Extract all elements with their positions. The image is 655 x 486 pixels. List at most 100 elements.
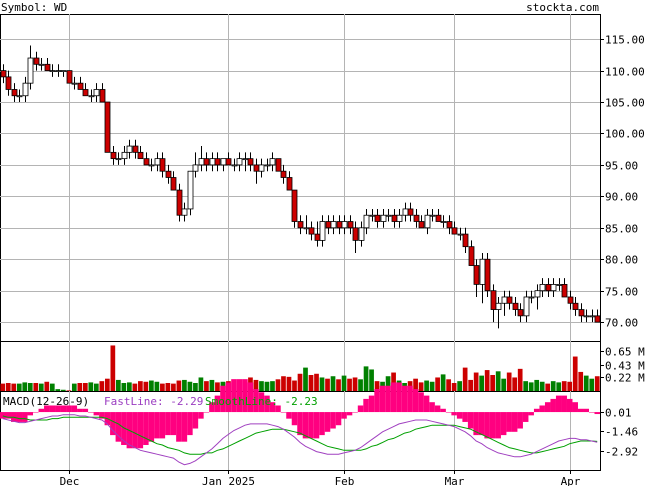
- volume-bar: [160, 383, 165, 391]
- candle-body: [462, 233, 469, 248]
- price-tick-label: 95.00: [605, 160, 638, 173]
- macd-histogram-bar: [484, 412, 490, 439]
- macd-histogram-bar: [462, 412, 468, 422]
- price-tick-label: 85.00: [605, 223, 638, 236]
- candle-body: [567, 296, 574, 304]
- volume-bar: [385, 376, 391, 391]
- volume-bar: [44, 381, 50, 391]
- macd-histogram-bar: [302, 412, 309, 439]
- volume-bar: [27, 383, 33, 391]
- macd-histogram-bar: [22, 412, 28, 422]
- volume-bar: [198, 377, 204, 391]
- macd-histogram-bar: [121, 412, 127, 445]
- macd-histogram-bar: [528, 412, 534, 416]
- candle-body: [385, 214, 392, 217]
- candle-body: [429, 214, 436, 217]
- candle-body: [236, 158, 243, 166]
- macd-histogram-bar: [401, 385, 408, 413]
- macd-fast-label: FastLine: -2.29: [104, 395, 203, 408]
- macd-histogram-bar: [390, 382, 397, 413]
- volume-bar: [413, 378, 418, 391]
- candle-body: [110, 151, 117, 160]
- candle-body: [330, 221, 337, 229]
- macd-histogram-bar: [434, 405, 441, 413]
- volume-bar: [517, 368, 523, 391]
- x-tick-label: Apr: [561, 475, 581, 486]
- macd-histogram-bar: [264, 395, 270, 413]
- macd-histogram-bar: [418, 392, 424, 413]
- candle-body: [159, 158, 166, 172]
- volume-bar: [149, 380, 154, 391]
- candle-body: [413, 214, 420, 222]
- candle-body: [391, 214, 398, 222]
- macd-histogram-bar: [451, 412, 457, 416]
- macd-histogram-bar: [71, 405, 78, 413]
- volume-tick-label: 0.43 M: [605, 360, 645, 373]
- candle-body: [99, 89, 106, 103]
- volume-bar: [490, 375, 496, 391]
- volume-bar: [165, 383, 171, 391]
- x-tick-label: Dec: [60, 475, 80, 486]
- volume-bar: [303, 367, 308, 391]
- candle-body: [88, 95, 95, 98]
- volume-bar: [204, 381, 209, 391]
- candle-body: [363, 214, 370, 229]
- volume-bar: [11, 383, 17, 391]
- candle-body: [126, 145, 133, 153]
- candle-body: [77, 82, 84, 90]
- candle-body: [495, 302, 502, 310]
- macd-histogram-bar: [429, 402, 435, 413]
- candle-body: [203, 158, 210, 166]
- candle-body: [269, 158, 276, 166]
- price-tick-label: 105.00: [605, 97, 645, 110]
- macd-histogram-bar: [214, 395, 221, 413]
- candle-body: [402, 208, 409, 216]
- candle-body: [66, 70, 73, 84]
- macd-histogram-bar: [5, 412, 12, 419]
- volume-bar: [341, 375, 347, 391]
- volume-bar: [391, 372, 396, 391]
- volume-bar: [66, 390, 72, 391]
- candle-body: [528, 296, 535, 299]
- volume-bar: [374, 381, 380, 391]
- macd-histogram-bar: [407, 385, 413, 413]
- candle-body: [512, 302, 519, 310]
- candle-body: [374, 214, 381, 222]
- macd-histogram-bar: [247, 382, 254, 413]
- volume-bar: [583, 375, 589, 391]
- volume-bar: [484, 370, 490, 391]
- macd-slow-label: SmoothLine: -2.23: [205, 395, 318, 408]
- volume-bar: [330, 376, 336, 391]
- volume-bar: [93, 383, 99, 391]
- macd-histogram-bar: [385, 385, 391, 413]
- macd-histogram-bar: [544, 402, 551, 413]
- candle-body: [60, 70, 67, 72]
- volume-bar: [82, 383, 88, 391]
- candle-body: [352, 227, 359, 241]
- volume-bar: [418, 382, 424, 391]
- volume-bar: [193, 383, 198, 391]
- candle-body: [71, 82, 78, 85]
- candle-body: [325, 221, 332, 229]
- candle-body: [187, 170, 194, 210]
- volume-bar: [270, 381, 275, 391]
- macd-title: MACD(12-26-9): [3, 395, 89, 408]
- volume-bar: [16, 383, 22, 391]
- volume-bar: [38, 383, 44, 391]
- candle-body: [418, 221, 425, 229]
- macd-histogram-bar: [269, 402, 276, 413]
- volume-bar: [435, 377, 440, 391]
- candle-body: [589, 315, 596, 318]
- macd-histogram-bar: [88, 412, 94, 413]
- volume-bar: [325, 378, 330, 391]
- candle-body: [132, 145, 139, 153]
- volume-bar: [121, 383, 127, 391]
- candle-body: [578, 309, 585, 317]
- x-tick-label: Mar: [445, 475, 465, 486]
- macd-histogram-bar: [291, 412, 298, 426]
- candle-body: [11, 89, 18, 97]
- volume-bar: [572, 356, 578, 391]
- candle-body: [93, 89, 100, 97]
- candle-body: [44, 63, 51, 71]
- macd-histogram-bar: [99, 412, 105, 419]
